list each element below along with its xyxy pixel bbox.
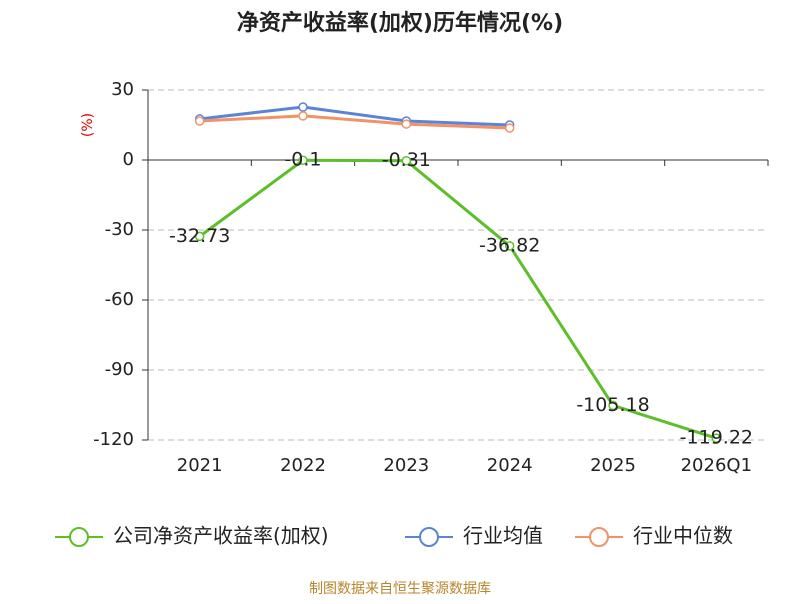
point [608, 400, 618, 411]
point [504, 241, 515, 251]
legend-marker [419, 527, 439, 547]
legend-label: 公司净资产收益率(加权) [113, 524, 329, 548]
data-label: -0.31 [382, 149, 431, 171]
x-tick-label: 2021 [177, 455, 223, 476]
source: 制图数据来自恒生聚源数据库 [309, 581, 491, 597]
point [298, 102, 308, 112]
legend-label: 行业中位数 [633, 524, 733, 548]
x-tick-label: 2023 [383, 455, 429, 476]
data-label: -36.82 [479, 234, 540, 256]
legend-marker [589, 527, 609, 547]
y-tick-label: 30 [111, 79, 134, 100]
x-tick-label: 2025 [590, 455, 636, 476]
y-tick-label: -60 [105, 289, 134, 310]
point [401, 155, 412, 166]
legend-label: 行业均值 [463, 524, 543, 548]
x-tick-label: 2022 [280, 455, 326, 476]
data-label: -32.73 [169, 225, 230, 247]
legend-marker [69, 527, 89, 547]
point [401, 119, 412, 129]
chart-title: 净资产收益率(加权)历年情况(%) [237, 10, 563, 36]
y-tick-label: -120 [93, 429, 134, 450]
x-tick-label: 2026Q1 [681, 455, 752, 476]
data-label: -105.18 [576, 394, 649, 416]
point [711, 433, 722, 443]
series-line [199, 114, 510, 130]
point [298, 155, 308, 165]
y-axis-label: (%) [80, 113, 96, 137]
point [504, 123, 515, 133]
data-label: -0.1 [284, 149, 321, 171]
point [194, 231, 205, 242]
series-line [199, 105, 510, 127]
data-label: -119.22 [680, 427, 753, 449]
point [194, 116, 205, 126]
x-tick-label: 2024 [487, 455, 533, 476]
y-tick-label: 0 [123, 149, 134, 170]
point [298, 111, 308, 121]
y-tick-label: -30 [105, 219, 134, 240]
series-line [198, 158, 717, 440]
y-tick-label: -90 [105, 359, 134, 380]
